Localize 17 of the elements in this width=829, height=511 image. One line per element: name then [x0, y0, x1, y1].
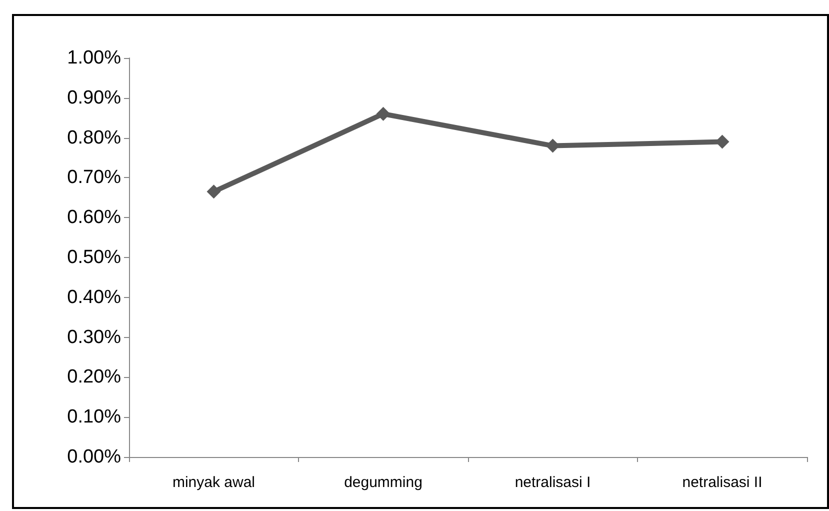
y-tick-label: 0.60% — [67, 207, 122, 228]
y-tick-label: 0.90% — [67, 87, 122, 108]
x-tick-label: netralisasi I — [514, 474, 591, 491]
y-tick-label: 0.80% — [67, 127, 122, 148]
x-tick-label: netralisasi II — [682, 474, 762, 491]
x-tick-label: degumming — [344, 474, 422, 491]
y-tick-label: 0.30% — [67, 326, 122, 348]
y-tick-label: 1.00% — [67, 48, 122, 68]
point — [206, 184, 221, 199]
x-tick-label: minyak awal — [172, 474, 256, 491]
y-tick-label: 0.40% — [67, 286, 122, 308]
y-tick-label: 0.50% — [67, 247, 122, 268]
point — [376, 106, 390, 121]
y-tick-label: 0.20% — [67, 366, 122, 388]
y-tick-label: 0.70% — [67, 167, 122, 188]
y-tick-label: 0.10% — [67, 406, 122, 428]
y-tick-label: 0.00% — [67, 446, 122, 468]
